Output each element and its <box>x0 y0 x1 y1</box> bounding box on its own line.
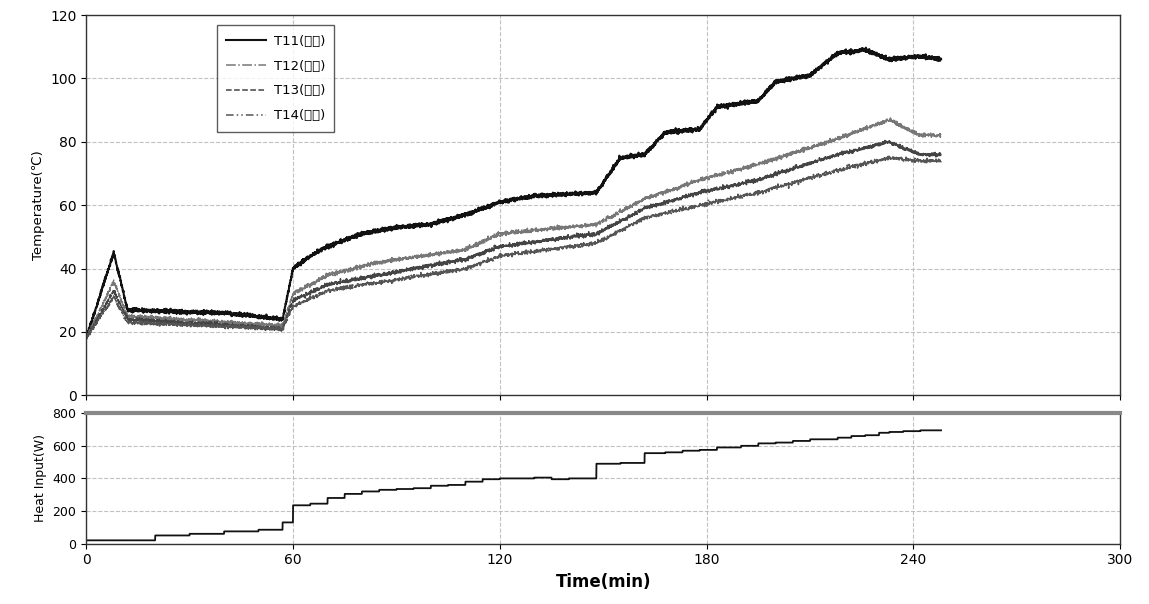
T14(히터) <box>592 238 606 245</box>
T11(히터) <box>859 44 873 51</box>
T12(히터) <box>934 130 948 138</box>
Y-axis label: Heat Input(W): Heat Input(W) <box>34 434 47 522</box>
T12(히터) <box>635 196 649 204</box>
T11(히터) <box>934 56 948 63</box>
T13(히터) <box>79 335 93 342</box>
T13(히터) <box>717 182 731 190</box>
Legend: T11(히터), T12(히터), T13(히터), T14(히터): T11(히터), T12(히터), T13(히터), T14(히터) <box>217 25 334 132</box>
X-axis label: Time(min): Time(min) <box>555 573 651 591</box>
T12(히터) <box>79 335 93 342</box>
Line: T12(히터): T12(히터) <box>86 118 941 339</box>
T12(히터) <box>884 114 897 121</box>
T13(히터) <box>406 265 419 272</box>
T11(히터) <box>234 310 248 317</box>
T14(히터) <box>635 214 649 221</box>
T12(히터) <box>234 320 248 327</box>
T12(히터) <box>717 169 731 176</box>
T14(히터) <box>79 335 93 342</box>
T13(히터) <box>234 324 248 332</box>
T12(히터) <box>406 253 419 260</box>
T14(히터) <box>406 272 419 280</box>
T14(히터) <box>934 158 948 165</box>
Line: T11(히터): T11(히터) <box>86 48 941 338</box>
T14(히터) <box>782 181 796 188</box>
T12(히터) <box>79 335 93 342</box>
T14(히터) <box>888 152 902 159</box>
T13(히터) <box>635 205 649 213</box>
T13(히터) <box>592 231 606 239</box>
Line: T13(히터): T13(히터) <box>86 141 941 339</box>
T12(히터) <box>782 150 796 157</box>
T11(히터) <box>635 151 649 158</box>
T11(히터) <box>592 185 606 192</box>
T11(히터) <box>79 334 93 341</box>
T13(히터) <box>878 137 892 144</box>
T11(히터) <box>406 224 419 231</box>
T14(히터) <box>717 196 731 203</box>
T13(히터) <box>934 151 948 158</box>
T14(히터) <box>79 332 93 339</box>
T11(히터) <box>79 333 93 340</box>
T14(히터) <box>234 324 248 332</box>
T13(히터) <box>79 335 93 342</box>
T12(히터) <box>592 219 606 226</box>
T11(히터) <box>782 74 796 82</box>
T13(히터) <box>782 167 796 174</box>
Line: T14(히터): T14(히터) <box>86 156 941 338</box>
Y-axis label: Temperature(℃): Temperature(℃) <box>31 150 45 260</box>
T11(히터) <box>717 102 731 109</box>
